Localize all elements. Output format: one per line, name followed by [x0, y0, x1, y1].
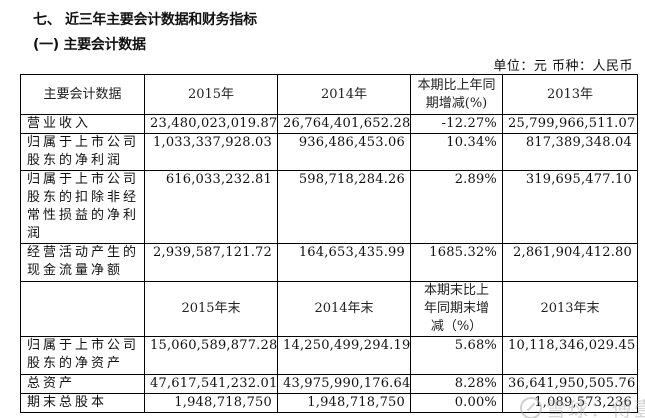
table-row: 归属于上市公司股东的净资产 15,060,589,877.28 14,250,4… — [20, 336, 638, 375]
table-row: 营业收入 23,480,023,019.87 26,764,401,652.28… — [20, 114, 638, 134]
value-change: 10.34% — [410, 133, 503, 171]
table-row: 归属于上市公司股东的扣除非经常性损益的净利润 616,033,232.81 59… — [20, 170, 638, 244]
value-change: 5.68% — [410, 336, 503, 375]
table-row: 总资产 47,617,541,232.01 43,975,990,176.64 … — [20, 374, 638, 394]
value-change: 1685.32% — [410, 243, 503, 282]
value-2013: 817,389,348.04 — [502, 133, 638, 171]
header-cell-blank — [20, 281, 145, 337]
value-2014: 598,718,284.26 — [277, 170, 411, 244]
value-change: 2.89% — [410, 170, 503, 244]
value-2015: 2,939,587,121.72 — [144, 243, 278, 282]
section-heading: 七、 近三年主要会计数据和财务指标 — [33, 12, 257, 28]
value-2014-end: 14,250,499,294.19 — [277, 336, 411, 375]
value-2013-end: 10,118,346,029.45 — [502, 336, 638, 375]
row-label: 经营活动产生的现金流量净额 — [20, 243, 145, 282]
table-row: 归属于上市公司股东的净利润 1,033,337,928.03 936,486,4… — [20, 133, 638, 171]
header-cell-2015: 2015年 — [144, 74, 278, 115]
value-2014-end: 1,948,718,750 — [277, 393, 411, 413]
value-2014: 26,764,401,652.28 — [277, 114, 411, 134]
unit-currency-note: 单位：元 币种：人民币 — [493, 59, 633, 74]
table-row: 期末总股本 1,948,718,750 1,948,718,750 0.00% … — [20, 393, 638, 413]
row-label: 期末总股本 — [20, 393, 145, 413]
value-2015-end: 15,060,589,877.28 — [144, 336, 278, 375]
value-2015-end: 47,617,541,232.01 — [144, 374, 278, 394]
header-cell-2013-end: 2013年末 — [502, 281, 638, 337]
value-2013-end: 36,641,950,505.76 — [502, 374, 638, 394]
value-2014: 936,486,453.06 — [277, 133, 411, 171]
row-label: 营业收入 — [20, 114, 145, 134]
value-2015-end: 1,948,718,750 — [144, 393, 278, 413]
value-2013: 25,799,966,511.07 — [502, 114, 638, 134]
value-change: 0.00% — [410, 393, 503, 413]
table-subheader-row: 2015年末 2014年末 本期末比上年同期末增减（%） 2013年末 — [20, 281, 638, 337]
value-2013: 2,861,904,412.80 — [502, 243, 638, 282]
value-change: -12.27% — [410, 114, 503, 134]
table-row: 经营活动产生的现金流量净额 2,939,587,121.72 164,653,4… — [20, 243, 638, 282]
header-change-text: 本期比上年同期增减(%) — [417, 77, 496, 111]
row-label: 归属于上市公司股东的净资产 — [20, 336, 145, 375]
header-cell-change: 本期比上年同期增减(%) — [410, 74, 503, 115]
header-cell-change-end: 本期末比上年同期末增减（%） — [410, 281, 503, 337]
value-2013: 319,695,477.10 — [502, 170, 638, 244]
main-accounting-data-table: 主要会计数据 2015年 2014年 本期比上年同期增减(%) 2013年 营业… — [20, 74, 638, 413]
header-cell-2015-end: 2015年末 — [144, 281, 278, 337]
value-2014: 164,653,435.99 — [277, 243, 411, 282]
header-cell-metric: 主要会计数据 — [20, 74, 145, 115]
row-label: 总资产 — [20, 374, 145, 394]
header-cell-2013: 2013年 — [502, 74, 638, 115]
value-2013-end: 1,089,573,236 — [502, 393, 638, 413]
value-change: 8.28% — [410, 374, 503, 394]
row-label: 归属于上市公司股东的扣除非经常性损益的净利润 — [20, 170, 145, 244]
header-cell-2014-end: 2014年末 — [277, 281, 411, 337]
row-label: 归属于上市公司股东的净利润 — [20, 133, 145, 171]
value-2015: 616,033,232.81 — [144, 170, 278, 244]
value-2015: 1,033,337,928.03 — [144, 133, 278, 171]
table-header-row: 主要会计数据 2015年 2014年 本期比上年同期增减(%) 2013年 — [20, 74, 638, 115]
subsection-heading: (一) 主要会计数据 — [33, 37, 146, 53]
value-2014-end: 43,975,990,176.64 — [277, 374, 411, 394]
value-2015: 23,480,023,019.87 — [144, 114, 278, 134]
header-cell-2014: 2014年 — [277, 74, 411, 115]
